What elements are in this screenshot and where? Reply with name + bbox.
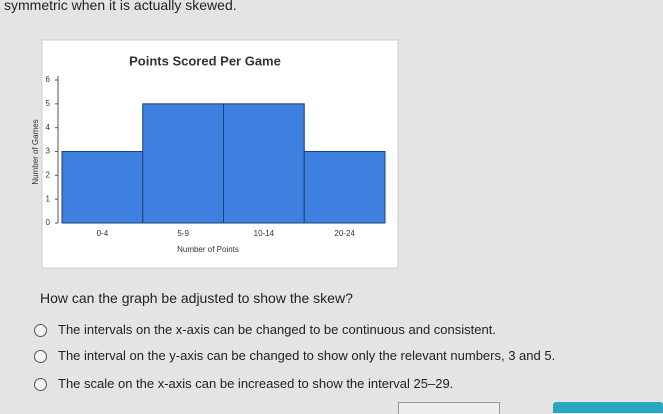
bar bbox=[223, 103, 305, 224]
x-tick-label: 5-9 bbox=[177, 229, 189, 238]
header-text: symmetric when it is actually skewed. bbox=[4, 0, 237, 13]
question: How can the graph be adjusted to show th… bbox=[40, 290, 353, 306]
y-tick-label: 4 bbox=[46, 123, 51, 132]
radio[interactable] bbox=[34, 350, 47, 363]
bar bbox=[303, 151, 386, 224]
y-tick-label: 3 bbox=[46, 147, 51, 156]
chart-title: Points Scored Per Game bbox=[129, 53, 281, 68]
bar bbox=[142, 103, 224, 224]
y-tick-label: 0 bbox=[46, 218, 51, 227]
y-axis-label: Number of Games bbox=[31, 119, 40, 184]
x-tick-label: 20-24 bbox=[334, 229, 355, 238]
y-tick-label: 2 bbox=[46, 170, 51, 179]
option[interactable]: The interval on the y-axis can be change… bbox=[58, 348, 556, 363]
button[interactable] bbox=[553, 402, 663, 413]
input-box[interactable] bbox=[398, 402, 500, 414]
x-tick-label: 10-14 bbox=[254, 229, 275, 238]
option[interactable]: The scale on the x-axis can be increased… bbox=[58, 376, 454, 391]
option[interactable]: The intervals on the x-axis can be chang… bbox=[58, 322, 496, 337]
bar bbox=[61, 151, 144, 224]
x-tick-label: 0-4 bbox=[97, 229, 109, 238]
radio[interactable] bbox=[34, 378, 47, 391]
y-tick-label: 6 bbox=[46, 75, 51, 84]
y-tick-label: 5 bbox=[46, 99, 51, 108]
x-axis-label: Number of Points bbox=[177, 245, 239, 254]
radio[interactable] bbox=[34, 324, 47, 337]
y-tick-label: 1 bbox=[46, 194, 51, 203]
